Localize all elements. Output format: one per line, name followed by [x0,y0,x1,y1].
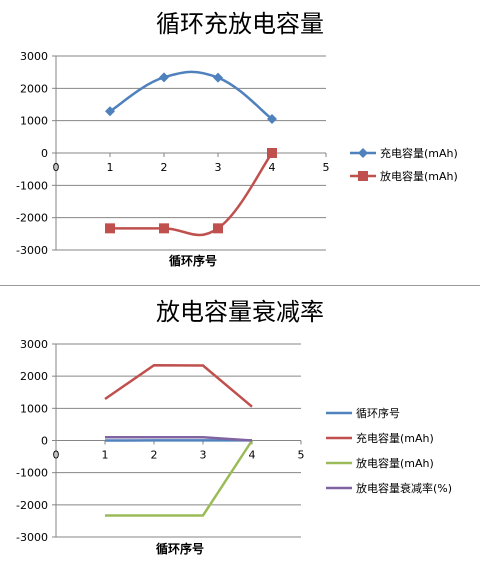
data-point-square [213,223,223,234]
y-tick-label: 0 [41,147,48,160]
legend-marker-square [358,171,368,181]
y-tick-label: 3000 [20,50,48,63]
series-line [105,439,254,517]
y-tick-label: 3000 [20,338,48,351]
series-line [109,70,273,121]
y-tick-label: -3000 [16,531,48,544]
x-tick-label: 5 [298,449,305,462]
x-tick-label: 5 [323,161,330,174]
y-tick-label: 2000 [20,82,48,95]
legend-entry: 放电容量(mAh) [380,169,458,183]
legend-entry: 放电容量(mAh) [356,456,434,470]
x-tick-label: 3 [200,449,207,462]
x-tick-label: 2 [151,449,158,462]
y-tick-label: 0 [41,435,48,448]
y-tick-label: -2000 [16,499,48,512]
x-tick-label: 1 [107,161,114,174]
chart-panel-cycle-capacity: 循环充放电容量 3000 2000 1000 0 -1000 -2000 -3000 0 1 2 3 4… [0,0,480,286]
x-axis-label: 循环序号 [169,253,217,268]
legend-entry: 充电容量(mAh) [356,431,434,445]
data-point-diamond [213,72,223,83]
y-tick-label: -3000 [16,244,48,257]
series-line [104,363,253,408]
chart-panel-discharge-decay: 放电容量衰减率 3000 2000 1000 0 -1000 -2000 -3000 0 1 2 3 4… [0,287,480,573]
data-point-diamond [105,106,115,117]
y-tick-label: -2000 [16,212,48,225]
series-line [105,436,253,442]
chart-title: 循环充放电容量 [156,10,324,38]
x-tick-label: 4 [249,449,256,462]
data-point-square [159,223,169,234]
x-tick-label: 3 [215,161,222,174]
data-point-square [267,148,277,158]
legend-entry: 充电容量(mAh) [380,146,458,160]
legend-marker-diamond [358,148,368,158]
x-tick-label: 4 [269,161,276,174]
x-tick-label: 1 [102,449,109,462]
y-tick-label: 1000 [20,115,48,128]
y-tick-label: -1000 [16,467,48,480]
x-tick-label: 2 [161,161,168,174]
chart-title: 放电容量衰减率 [156,298,324,326]
y-tick-label: 2000 [20,370,48,383]
data-point-diamond [267,114,277,125]
x-tick-label: 0 [53,449,60,462]
y-tick-label: -1000 [16,179,48,192]
legend-entry: 放电容量衰减率(%) [356,481,452,495]
y-tick-label: 1000 [20,402,48,415]
discharge-decay-chart: 放电容量衰减率 3000 2000 1000 0 -1000 -2000 -3000 0 1 2 3 4… [16,298,452,556]
x-axis-label: 循环序号 [156,541,204,556]
cycle-capacity-chart: 循环充放电容量 3000 2000 1000 0 -1000 -2000 -3000 0 1 2 3 4… [16,10,458,268]
legend-entry: 循环序号 [356,406,400,420]
series-line [110,152,274,237]
data-point-square [105,223,115,234]
x-tick-label: 0 [53,161,60,174]
data-point-diamond [159,72,169,83]
